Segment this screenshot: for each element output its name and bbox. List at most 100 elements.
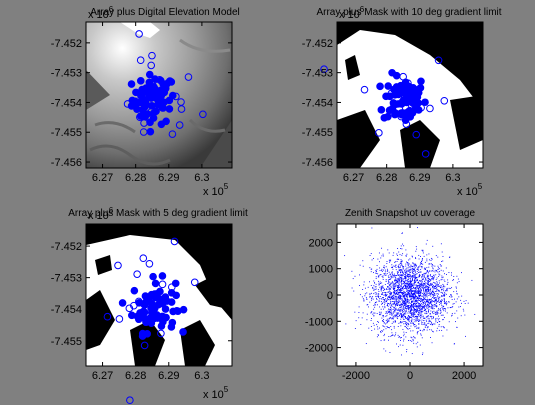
uv-point xyxy=(372,313,374,315)
uv-point xyxy=(408,278,410,280)
uv-point xyxy=(403,312,405,314)
uv-point xyxy=(428,272,429,274)
uv-point xyxy=(378,321,379,323)
uv-point xyxy=(412,323,414,325)
uv-point xyxy=(438,267,439,269)
uv-point xyxy=(453,291,455,293)
uv-point xyxy=(401,301,403,303)
uv-point xyxy=(406,282,408,284)
uv-point xyxy=(446,289,448,291)
uv-point xyxy=(405,255,407,256)
y-tick-label: -7.454 xyxy=(302,97,333,109)
uv-point xyxy=(381,320,383,322)
uv-point xyxy=(376,324,378,326)
uv-point xyxy=(419,311,421,313)
uv-point xyxy=(401,303,403,305)
ticks-1: 6.27 6.28 6.29 6.3-7.456-7.455-7.454-7.453-… xyxy=(51,22,232,184)
uv-point xyxy=(416,278,418,280)
uv-point xyxy=(425,288,427,290)
uv-point xyxy=(460,315,462,317)
uv-point xyxy=(434,311,436,313)
uv-point xyxy=(416,327,418,329)
uv-point xyxy=(416,318,418,320)
chart-title-1: Array plus Digital Elevation Model xyxy=(90,7,240,18)
uv-point xyxy=(430,306,432,308)
uv-point xyxy=(398,284,400,286)
uv-point xyxy=(412,315,414,317)
uv-point xyxy=(362,260,364,262)
uv-point xyxy=(398,251,400,253)
uv-point xyxy=(410,310,412,312)
uv-point xyxy=(404,313,406,315)
uv-point xyxy=(389,288,390,290)
uv-point xyxy=(406,293,408,295)
uv-point xyxy=(377,326,378,328)
antenna-marker-open xyxy=(115,315,124,323)
uv-point xyxy=(414,264,416,266)
x-exponent-2: x 105 xyxy=(457,182,483,198)
uv-point xyxy=(428,283,429,285)
uv-point xyxy=(400,297,402,299)
uv-point xyxy=(402,303,404,305)
uv-point xyxy=(436,327,438,329)
uv-point xyxy=(421,284,422,286)
uv-point xyxy=(418,286,420,287)
uv-point xyxy=(386,322,388,324)
uv-point xyxy=(382,253,384,255)
uv-point xyxy=(384,289,386,290)
uv-point xyxy=(392,321,394,323)
uv-point xyxy=(451,299,453,301)
uv-point xyxy=(441,306,443,308)
uv-point xyxy=(442,319,444,321)
uv-point xyxy=(410,276,412,278)
uv-point xyxy=(362,312,364,314)
uv-point xyxy=(417,293,419,294)
uv-point xyxy=(402,311,404,313)
uv-point xyxy=(455,321,456,323)
uv-point xyxy=(397,312,399,314)
uv-point xyxy=(406,261,407,263)
uv-point xyxy=(368,306,369,308)
uv-point xyxy=(388,286,390,288)
uv-point xyxy=(376,265,378,266)
uv-point xyxy=(412,305,414,307)
uv-point xyxy=(411,307,412,309)
uv-point xyxy=(423,305,425,306)
uv-point xyxy=(387,275,389,277)
uv-point xyxy=(408,287,410,289)
uv-point xyxy=(407,306,409,308)
uv-point xyxy=(381,292,383,294)
antenna-marker xyxy=(146,127,155,136)
uv-point xyxy=(401,232,403,234)
uv-point xyxy=(407,328,409,330)
uv-point xyxy=(412,314,414,316)
uv-point xyxy=(405,276,407,278)
x-tick-label: 6.29 xyxy=(158,370,179,382)
uv-point xyxy=(408,287,410,289)
uv-point xyxy=(408,302,410,304)
uv-point xyxy=(427,315,429,317)
uv-point xyxy=(431,258,433,260)
uv-point xyxy=(402,292,404,294)
uv-point xyxy=(432,264,434,265)
uv-point xyxy=(418,276,420,278)
uv-point xyxy=(411,285,413,287)
uv-point xyxy=(394,320,396,322)
uv-point xyxy=(414,324,416,326)
uv-point xyxy=(409,309,411,311)
uv-point xyxy=(407,262,409,264)
uv-point xyxy=(412,322,414,324)
uv-point xyxy=(438,273,440,275)
uv-point xyxy=(407,283,409,285)
uv-point xyxy=(424,326,426,328)
uv-point xyxy=(364,293,366,295)
uv-point xyxy=(388,278,390,280)
uv-point xyxy=(416,280,418,282)
uv-point xyxy=(372,287,374,289)
uv-point xyxy=(411,340,413,342)
uv-point xyxy=(411,302,413,303)
x-tick-label: 6.3 xyxy=(194,172,209,184)
uv-point xyxy=(440,287,442,289)
